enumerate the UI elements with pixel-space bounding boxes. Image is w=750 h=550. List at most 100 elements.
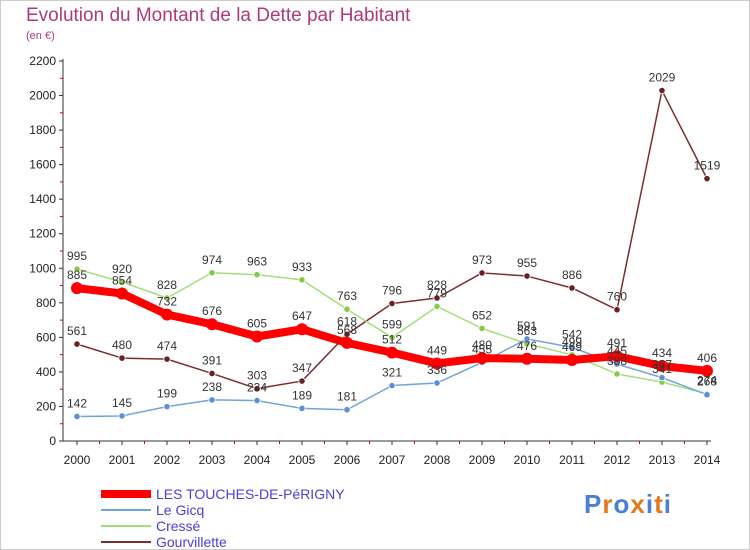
data-label: 779 — [427, 286, 447, 300]
x-tick-label: 2003 — [199, 453, 226, 467]
y-tick-label: 1600 — [29, 158, 56, 172]
data-point — [568, 284, 576, 292]
legend-label: LES TOUCHES-DE-PéRIGNY — [156, 486, 345, 502]
data-point — [208, 269, 216, 277]
data-label: 406 — [697, 351, 717, 365]
x-tick-label: 2011 — [559, 453, 585, 467]
data-label: 512 — [382, 333, 402, 347]
data-point — [478, 269, 486, 277]
y-tick-label: 800 — [36, 296, 56, 310]
data-label: 995 — [67, 249, 87, 263]
data-label: 854 — [112, 273, 132, 287]
data-point — [343, 305, 351, 313]
x-tick-label: 2013 — [649, 453, 676, 467]
legend-swatch — [101, 525, 151, 527]
data-label: 274 — [697, 374, 717, 388]
legend-label: Cressé — [156, 518, 201, 534]
data-label: 268 — [697, 375, 717, 389]
data-point — [658, 374, 666, 382]
data-point — [298, 404, 306, 412]
data-label: 561 — [67, 324, 87, 338]
data-point — [116, 287, 128, 300]
data-point — [703, 175, 711, 183]
data-label: 973 — [472, 253, 492, 267]
data-label: 388 — [607, 354, 627, 368]
logo-letter: t — [654, 489, 664, 519]
data-label: 563 — [517, 324, 537, 338]
y-tick-label: 200 — [36, 399, 56, 413]
data-label: 933 — [292, 260, 312, 274]
chart-subtitle: (en €) — [26, 30, 55, 42]
data-label: 885 — [67, 268, 87, 282]
data-point — [386, 346, 398, 359]
data-point — [118, 278, 126, 286]
data-label: 886 — [562, 268, 582, 282]
data-label: 2029 — [649, 71, 676, 85]
data-label: 142 — [67, 396, 87, 410]
y-tick-label: 1800 — [29, 123, 56, 137]
data-label: 499 — [562, 335, 582, 349]
data-label: 652 — [472, 308, 492, 322]
data-point — [433, 294, 441, 302]
data-point — [701, 364, 713, 377]
x-tick-label: 2001 — [109, 453, 136, 467]
data-point — [431, 357, 443, 370]
data-label: 676 — [202, 304, 222, 318]
data-point — [613, 306, 621, 314]
x-tick-label: 2009 — [469, 453, 496, 467]
data-label: 542 — [562, 327, 582, 341]
x-tick-label: 2014 — [694, 453, 721, 467]
data-point — [253, 385, 261, 393]
data-point — [523, 335, 531, 343]
data-label: 647 — [292, 309, 312, 323]
data-point — [388, 333, 396, 342]
data-label: 336 — [427, 363, 447, 377]
logo-letter: o — [613, 489, 631, 519]
data-label: 303 — [247, 369, 267, 383]
data-point — [613, 370, 621, 378]
data-label: 920 — [112, 262, 132, 276]
data-label: 491 — [607, 336, 627, 350]
data-point — [208, 396, 216, 404]
data-point — [478, 324, 486, 332]
logo-letter: x — [630, 489, 646, 519]
data-point — [163, 294, 171, 302]
data-label: 763 — [337, 289, 357, 303]
data-point — [161, 308, 173, 321]
legend-item: Le Gicq — [101, 502, 501, 518]
x-tick-label: 2008 — [424, 453, 451, 467]
data-point — [118, 412, 126, 420]
data-point — [251, 330, 263, 343]
x-tick-label: 2007 — [379, 453, 406, 467]
data-label: 480 — [112, 338, 132, 352]
data-point — [208, 369, 216, 378]
data-point — [71, 282, 83, 295]
data-label: 1519 — [694, 159, 721, 173]
data-label: 145 — [112, 396, 132, 410]
data-label: 760 — [607, 290, 627, 304]
data-point — [73, 412, 81, 421]
data-label: 605 — [247, 317, 267, 331]
data-point — [253, 271, 261, 279]
data-label: 963 — [247, 255, 267, 269]
x-tick-label: 2005 — [289, 453, 316, 467]
data-point — [476, 352, 488, 365]
data-point — [433, 379, 441, 387]
data-label: 445 — [607, 344, 627, 358]
data-point — [163, 355, 171, 363]
data-label: 469 — [562, 340, 582, 354]
data-point — [298, 276, 306, 284]
chart-title: Evolution du Montant de la Dette par Hab… — [26, 5, 411, 26]
data-label: 828 — [427, 278, 447, 292]
data-point — [118, 354, 126, 362]
data-label: 480 — [472, 338, 492, 352]
data-label: 234 — [247, 381, 267, 395]
legend-label: Gourvillette — [156, 534, 227, 550]
legend-label: Le Gicq — [156, 502, 205, 518]
x-tick-label: 2006 — [334, 453, 361, 467]
data-label: 181 — [337, 390, 357, 404]
y-tick-label: 1000 — [29, 261, 56, 275]
data-point — [73, 265, 81, 273]
data-point — [73, 340, 81, 348]
